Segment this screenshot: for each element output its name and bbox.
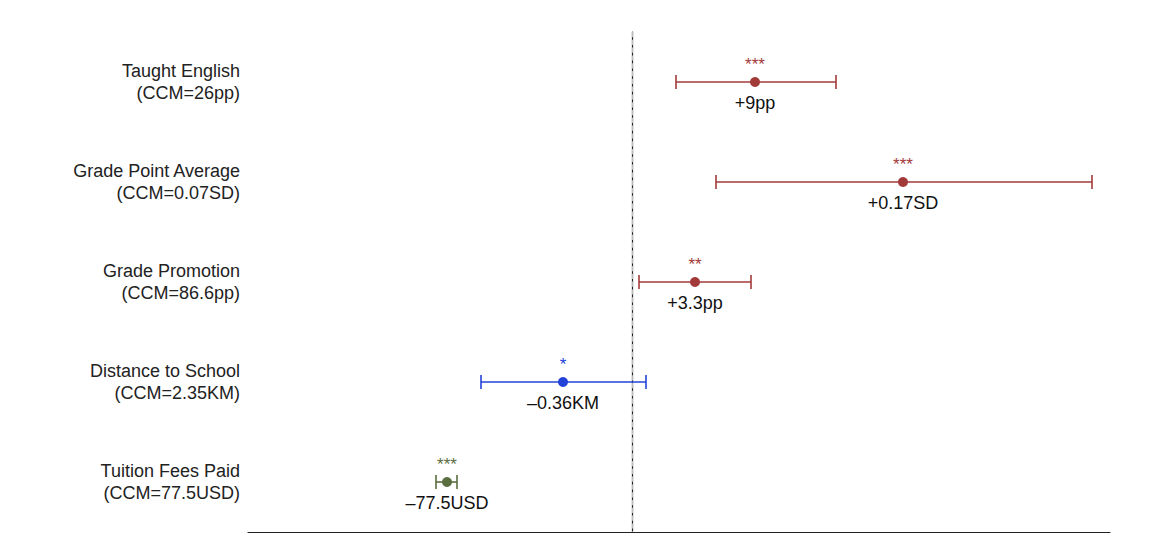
svg-text:(CCM=86.6pp): (CCM=86.6pp)	[121, 283, 240, 303]
svg-text:(CCM=2.35KM): (CCM=2.35KM)	[114, 383, 240, 403]
svg-text:*: *	[560, 355, 567, 374]
svg-text:(CCM=26pp): (CCM=26pp)	[136, 83, 240, 103]
svg-text:Taught English: Taught English	[122, 61, 240, 81]
svg-text:+3.3pp: +3.3pp	[667, 293, 723, 313]
svg-text:Grade Point Average: Grade Point Average	[73, 161, 240, 181]
svg-text:+9pp: +9pp	[735, 93, 776, 113]
svg-text:Distance to School: Distance to School	[90, 361, 240, 381]
svg-text:Grade Promotion: Grade Promotion	[103, 261, 240, 281]
svg-text:***: ***	[437, 455, 457, 474]
svg-text:***: ***	[745, 55, 765, 74]
svg-text:(CCM=77.5USD): (CCM=77.5USD)	[103, 483, 240, 503]
svg-text:***: ***	[893, 155, 913, 174]
svg-text:Tuition Fees Paid: Tuition Fees Paid	[101, 461, 240, 481]
svg-text:–0.36KM: –0.36KM	[527, 393, 599, 413]
svg-text:–77.5USD: –77.5USD	[405, 493, 488, 513]
svg-text:(CCM=0.07SD): (CCM=0.07SD)	[116, 183, 240, 203]
svg-text:+0.17SD: +0.17SD	[868, 193, 939, 213]
svg-text:**: **	[688, 255, 702, 274]
